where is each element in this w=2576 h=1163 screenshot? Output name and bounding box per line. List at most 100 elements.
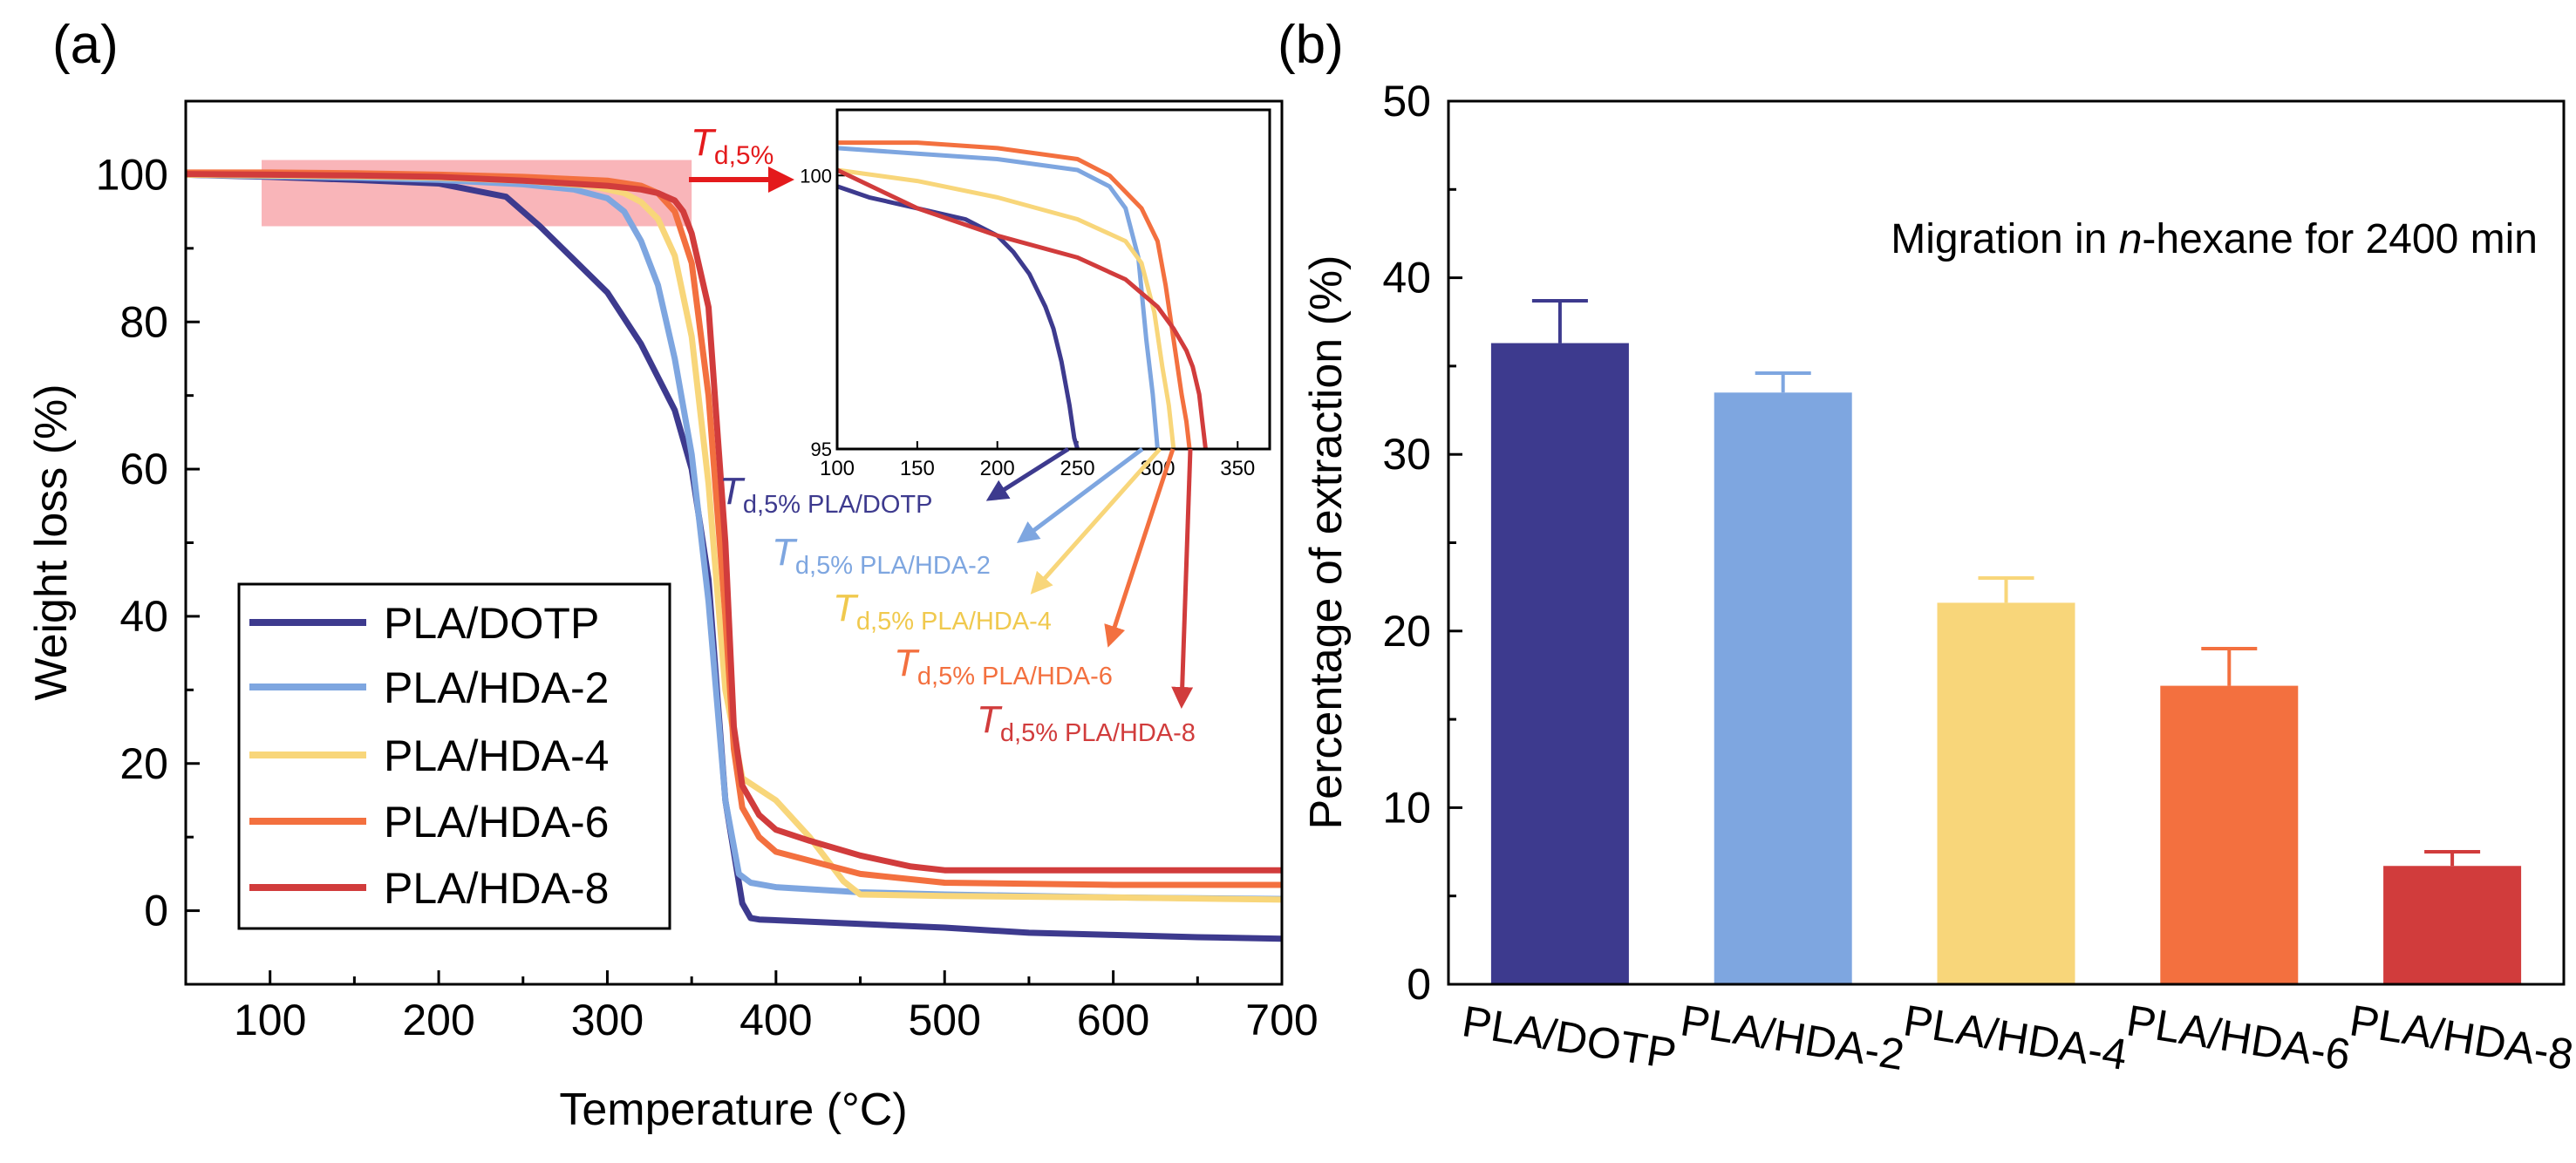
inset-line-pla-hda-6 bbox=[837, 140, 1192, 450]
legend-item-pla-hda-4: PLA/HDA-4 bbox=[249, 731, 609, 780]
panel-b-bars bbox=[1490, 298, 2522, 984]
td5-label-dotp: Td,5% PLA/DOTP bbox=[719, 470, 932, 519]
td5-label-main: Td,5% bbox=[691, 121, 773, 170]
b-y-tick-label-30: 30 bbox=[1382, 430, 1431, 479]
b-y-tick-label-0: 0 bbox=[1407, 960, 1431, 1009]
migration-italic: n bbox=[2119, 216, 2143, 262]
x-tick-label-100: 100 bbox=[234, 996, 306, 1044]
inset-x-tick-label-350: 350 bbox=[1220, 457, 1255, 480]
y-tick-label-80: 80 bbox=[119, 297, 168, 346]
x-tick-label-300: 300 bbox=[571, 996, 644, 1044]
x-tick-label-500: 500 bbox=[909, 996, 981, 1044]
legend-label-pla-hda-4: PLA/HDA-4 bbox=[384, 731, 609, 780]
legend-item-pla-hda-6: PLA/HDA-6 bbox=[249, 798, 609, 847]
panel-b: (b) 0 10 20 30 40 50 Percentage of extraction… bbox=[1278, 15, 2576, 1079]
inset-line-pla-hda-8 bbox=[835, 167, 1208, 450]
panel-a: (a) 100 200 300 400 500 600 700 0 20 40 60 80 100 Te… bbox=[26, 15, 1319, 1135]
td5-hda-2-sub: d,5% PLA/HDA-2 bbox=[795, 552, 991, 580]
inset-y-tick-label-95: 95 bbox=[811, 439, 832, 460]
td5-label-hda-6: Td,5% PLA/HDA-6 bbox=[894, 642, 1113, 690]
td5-label-hda-8: Td,5% PLA/HDA-8 bbox=[977, 698, 1196, 747]
x-tick-label-600: 600 bbox=[1077, 996, 1149, 1044]
inset-x-tick-label-200: 200 bbox=[980, 457, 1015, 480]
y-tick-label-40: 40 bbox=[119, 592, 168, 641]
legend-label-pla-hda-2: PLA/HDA-2 bbox=[384, 663, 609, 712]
panel-b-category-labels: PLA/DOTPPLA/HDA-2PLA/HDA-4PLA/HDA-6PLA/H… bbox=[1459, 996, 2576, 1079]
td5-main-sub: d,5% bbox=[714, 141, 773, 170]
td5-arrow-hda-6 bbox=[1104, 448, 1176, 648]
category-label-pla-hda-6: PLA/HDA-6 bbox=[2123, 996, 2354, 1079]
td5-arrow-dotp bbox=[985, 446, 1070, 501]
legend-label-pla-hda-6: PLA/HDA-6 bbox=[384, 798, 609, 847]
x-tick-label-200: 200 bbox=[402, 996, 474, 1044]
td5-hda-2-symbol: T bbox=[772, 531, 798, 574]
td5-hda-4-sub: d,5% PLA/HDA-4 bbox=[856, 608, 1052, 636]
category-label-pla-dotp: PLA/DOTP bbox=[1459, 996, 1680, 1078]
inset-lines bbox=[835, 140, 1208, 450]
inset-x-tick-label-250: 250 bbox=[1060, 457, 1095, 480]
td5-dotp-sub: d,5% PLA/DOTP bbox=[743, 491, 933, 519]
td5-arrow-hda-8 bbox=[1171, 448, 1194, 709]
legend-item-pla-hda-8: PLA/HDA-8 bbox=[249, 864, 609, 913]
bar-pla-hda-2 bbox=[1714, 392, 1852, 984]
inset-x-tick-label-150: 150 bbox=[900, 457, 935, 480]
legend: PLA/DOTP PLA/HDA-2 PLA/HDA-4 PLA/HDA-6 P… bbox=[237, 582, 671, 930]
td5-annotations: Td,5% Td,5% PLA/DOTP Td,5% PLA/HDA-2 Td,… bbox=[689, 121, 1196, 747]
y-tick-label-100: 100 bbox=[96, 150, 168, 199]
y-tick-label-20: 20 bbox=[119, 739, 168, 788]
category-label-pla-hda-2: PLA/HDA-2 bbox=[1677, 996, 1907, 1079]
td5-arrow-hda-2 bbox=[1017, 447, 1144, 543]
bar-pla-hda-8 bbox=[2383, 866, 2522, 984]
b-y-tick-label-40: 40 bbox=[1382, 254, 1431, 303]
y-tick-label-60: 60 bbox=[119, 445, 168, 493]
td5-label-hda-2: Td,5% PLA/HDA-2 bbox=[772, 531, 991, 580]
legend-item-pla-hda-2: PLA/HDA-2 bbox=[249, 663, 609, 712]
panel-b-label: (b) bbox=[1278, 15, 1344, 75]
x-tick-label-400: 400 bbox=[739, 996, 812, 1044]
legend-label-pla-hda-8: PLA/HDA-8 bbox=[384, 864, 609, 913]
panel-a-label: (a) bbox=[52, 15, 119, 75]
migration-annotation: Migration in n-hexane for 2400 min bbox=[1891, 216, 2538, 262]
panel-a-plot-frame bbox=[184, 99, 1284, 986]
b-y-tick-label-20: 20 bbox=[1382, 607, 1431, 656]
legend-item-pla-dotp: PLA/DOTP bbox=[249, 599, 599, 648]
series-line-pla-hda-8 bbox=[185, 171, 1282, 874]
panel-a-xlabel: Temperature (°C) bbox=[559, 1085, 907, 1135]
inset-y-tick-label-100: 100 bbox=[800, 165, 832, 187]
migration-suffix: -hexane for 2400 min bbox=[2142, 216, 2538, 262]
panel-b-ylabel: Percentage of extraction (%) bbox=[1301, 255, 1352, 830]
bar-pla-hda-6 bbox=[2160, 685, 2299, 984]
td5-dotp-symbol: T bbox=[719, 470, 746, 513]
panel-a-ylabel: Weight loss (%) bbox=[26, 384, 77, 700]
b-y-tick-label-10: 10 bbox=[1382, 783, 1431, 832]
panel-a-ticks: 100 200 300 400 500 600 700 0 20 40 60 80 100 bbox=[96, 99, 1319, 1044]
inset-frame bbox=[835, 108, 1271, 451]
category-label-pla-hda-8: PLA/HDA-8 bbox=[2347, 996, 2576, 1079]
td5-label-hda-4: Td,5% PLA/HDA-4 bbox=[833, 587, 1052, 636]
td5-arrow-hda-4 bbox=[1030, 447, 1162, 595]
td5-hda-6-sub: d,5% PLA/HDA-6 bbox=[917, 663, 1113, 690]
inset-frame-bg bbox=[837, 110, 1270, 449]
panel-b-plot-frame bbox=[1447, 99, 2566, 986]
td5-hda-4-symbol: T bbox=[833, 587, 859, 629]
category-label-pla-hda-4: PLA/HDA-4 bbox=[1900, 996, 2130, 1079]
panel-a-lines bbox=[185, 169, 1283, 942]
migration-prefix: Migration in bbox=[1891, 216, 2118, 262]
y-tick-label-0: 0 bbox=[144, 887, 168, 935]
td5-hda-6-symbol: T bbox=[894, 642, 920, 684]
bar-pla-dotp bbox=[1490, 343, 1629, 984]
td5-hda-8-sub: d,5% PLA/HDA-8 bbox=[1000, 719, 1196, 747]
legend-label-pla-dotp: PLA/DOTP bbox=[384, 599, 599, 648]
inset-line-pla-hda-2 bbox=[836, 146, 1160, 450]
inset-line-pla-hda-4 bbox=[836, 167, 1176, 450]
inset-x-tick-label-100: 100 bbox=[820, 457, 855, 480]
td5-hda-8-symbol: T bbox=[977, 698, 1003, 741]
b-y-tick-label-50: 50 bbox=[1382, 77, 1431, 126]
x-tick-label-700: 700 bbox=[1245, 996, 1318, 1044]
bar-pla-hda-4 bbox=[1937, 602, 2075, 984]
td5-main-symbol: T bbox=[691, 121, 717, 164]
panel-b-ticks: 0 10 20 30 40 50 bbox=[1382, 77, 1462, 1009]
